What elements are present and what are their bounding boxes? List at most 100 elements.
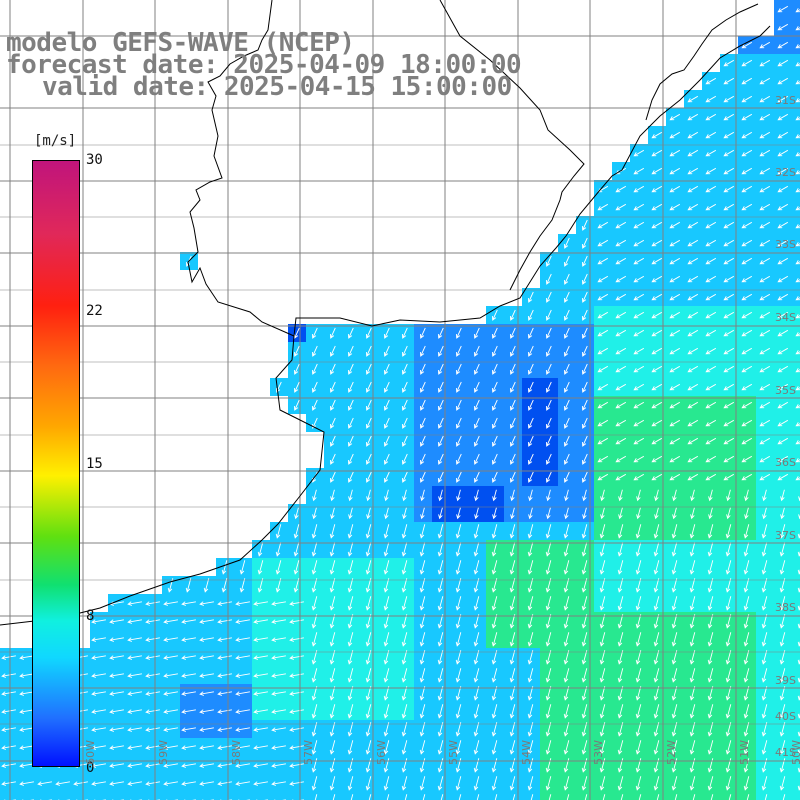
wind-speed-cell — [684, 792, 702, 800]
wind-arrow — [725, 542, 732, 557]
wind-arrow — [509, 722, 516, 737]
wind-arrow — [597, 437, 609, 445]
wind-arrow — [687, 419, 699, 427]
wind-arrow — [314, 794, 318, 800]
wind-arrow — [777, 149, 789, 157]
wind-arrow — [127, 637, 142, 642]
wind-arrow — [437, 578, 444, 593]
wind-arrow — [723, 239, 735, 247]
wind-arrow — [455, 578, 462, 593]
wind-arrow — [329, 399, 336, 411]
wind-arrow — [545, 524, 552, 539]
wind-arrow — [293, 578, 300, 593]
wind-arrow — [199, 781, 214, 786]
wind-arrow — [527, 453, 534, 465]
wind-arrow — [617, 560, 624, 575]
wind-arrow — [723, 221, 735, 229]
wind-arrow — [581, 650, 588, 665]
wind-speed-cell — [72, 792, 90, 800]
wind-arrow — [723, 473, 735, 481]
wind-arrow — [723, 311, 735, 319]
wind-arrow — [581, 524, 588, 539]
wind-speed-cell — [792, 90, 800, 108]
wind-arrow — [633, 401, 645, 409]
wind-arrow — [419, 524, 426, 539]
wind-arrow — [109, 619, 124, 624]
wind-arrow — [582, 507, 587, 520]
wind-arrow — [759, 311, 771, 319]
wind-arrow — [615, 347, 627, 355]
wind-arrow — [329, 435, 336, 447]
wind-arrow — [795, 206, 800, 211]
wind-arrow — [221, 578, 228, 593]
wind-arrow — [311, 758, 318, 773]
wind-arrow — [527, 722, 534, 737]
wind-arrow — [795, 98, 800, 103]
wind-speed-cell — [792, 612, 800, 630]
wind-arrow — [581, 381, 588, 393]
wind-arrow — [744, 489, 749, 502]
wind-arrow — [455, 668, 462, 683]
wind-arrow — [671, 578, 678, 593]
wind-arrow — [491, 524, 498, 539]
wind-arrow — [455, 381, 462, 393]
wind-arrow — [599, 596, 606, 611]
wind-arrow — [311, 776, 318, 791]
wind-arrow — [669, 455, 681, 463]
wind-arrow — [185, 578, 192, 593]
wind-arrow — [777, 455, 789, 463]
wind-arrow — [743, 776, 750, 791]
wind-arrow — [759, 131, 771, 139]
wind-arrow — [599, 740, 606, 755]
wind-arrow — [163, 601, 178, 606]
wind-arrow — [669, 401, 681, 409]
wind-arrow — [777, 365, 789, 373]
wind-arrow — [563, 345, 570, 357]
wind-arrow — [692, 794, 696, 800]
wind-arrow — [723, 113, 735, 121]
wind-arrow — [365, 381, 372, 393]
wind-arrow — [653, 722, 660, 737]
wind-arrow — [37, 781, 52, 786]
wind-arrow — [383, 327, 390, 339]
wind-arrow — [545, 453, 552, 465]
wind-arrow — [762, 489, 767, 502]
wind-arrow — [365, 722, 372, 737]
wind-arrow — [741, 149, 753, 157]
wind-speed-cell — [702, 792, 720, 800]
wind-arrow — [545, 560, 552, 575]
wind-arrow — [705, 131, 717, 139]
wind-arrow — [597, 203, 609, 211]
wind-arrow — [617, 632, 624, 647]
wind-speed-cell — [756, 792, 774, 800]
wind-speed-cell — [792, 450, 800, 468]
wind-arrow — [491, 560, 498, 575]
wind-arrow — [491, 668, 498, 683]
wind-speed-cell — [792, 162, 800, 180]
wind-arrow — [127, 727, 142, 732]
wind-arrow — [563, 650, 570, 665]
wind-arrow — [615, 221, 627, 229]
wind-arrow — [597, 311, 609, 319]
wind-arrow — [782, 794, 786, 800]
wind-arrow — [741, 275, 753, 283]
wind-speed-cell — [648, 792, 666, 800]
wind-speed-cell — [630, 792, 648, 800]
wind-arrow — [109, 655, 124, 660]
wind-arrow — [651, 239, 663, 247]
wind-arrow — [1, 709, 16, 714]
wind-arrow — [440, 794, 444, 800]
wind-arrow — [725, 632, 732, 647]
wind-speed-cell — [792, 702, 800, 720]
wind-arrow — [383, 560, 390, 575]
wind-speed-cell — [198, 792, 216, 800]
wind-arrow — [635, 596, 642, 611]
wind-arrow — [725, 578, 732, 593]
wind-arrow — [669, 131, 681, 139]
wind-arrow — [723, 347, 735, 355]
wind-speed-cell — [792, 558, 800, 576]
wind-arrow — [687, 401, 699, 409]
wind-speed-cell — [792, 144, 800, 162]
wind-arrow — [671, 524, 678, 539]
